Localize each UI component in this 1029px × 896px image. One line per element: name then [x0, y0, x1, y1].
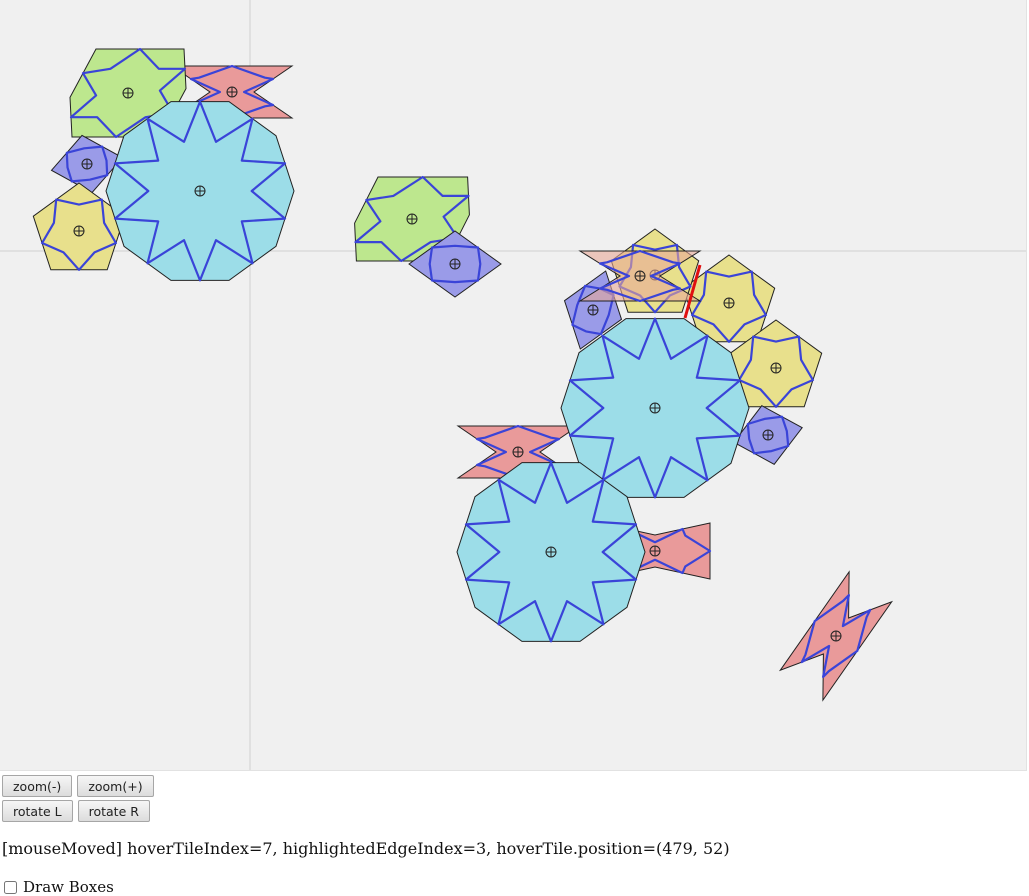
tile-pentagon-motif — [40, 198, 118, 271]
tile-center-marker-icon — [73, 225, 85, 237]
tile-hexagon[interactable] — [354, 175, 470, 263]
zoom-out-button[interactable]: zoom(-) — [2, 775, 73, 797]
tile-hexagon-motif — [354, 175, 470, 263]
tile-rhombus-motif — [746, 415, 790, 455]
draw-boxes-option[interactable]: Draw Boxes — [4, 878, 114, 896]
tile-rhombus-motif — [65, 145, 109, 183]
tile-center-marker-icon — [226, 86, 238, 98]
tile-pentagon[interactable] — [729, 319, 823, 408]
tile-center-marker-icon — [587, 304, 599, 316]
tiling-canvas[interactable] — [0, 0, 1027, 771]
rotate-right-button[interactable]: rotate R — [77, 800, 150, 822]
tile-center-marker-icon — [512, 446, 524, 458]
tile-center-marker-icon — [634, 270, 646, 282]
zoom-in-button[interactable]: zoom(+) — [77, 775, 154, 797]
tile-center-marker-icon — [762, 429, 774, 441]
tile-pentagon-motif — [737, 335, 815, 408]
tile-center-marker-icon — [830, 630, 842, 642]
tile-pentagon[interactable] — [682, 254, 776, 343]
status-line: [mouseMoved] hoverTileIndex=7, highlight… — [2, 839, 730, 858]
tile-decagon[interactable] — [560, 317, 750, 499]
tile-center-marker-icon — [122, 87, 134, 99]
tile-rhombus[interactable] — [408, 230, 502, 298]
tile-hexagon-motif — [69, 47, 187, 139]
tile-bowtie[interactable] — [778, 570, 894, 702]
tile-rhombus[interactable] — [733, 405, 803, 465]
tile-center-marker-icon — [406, 213, 418, 225]
tile-center-marker-icon — [449, 258, 461, 270]
tiling-svg[interactable] — [0, 0, 1026, 770]
tile-decagon-motif — [568, 317, 742, 499]
rotate-button-row: rotate L rotate R — [2, 800, 154, 822]
tile-center-marker-icon — [649, 545, 661, 557]
tile-decagon[interactable] — [456, 461, 646, 643]
highlighted-edge — [683, 264, 702, 319]
tile-center-marker-icon — [770, 362, 782, 374]
tile-center-marker-icon — [723, 297, 735, 309]
tile-center-marker-icon — [194, 185, 206, 197]
zoom-button-row: zoom(-) zoom(+) — [2, 775, 154, 797]
hover-tile-preview-motif — [598, 249, 682, 303]
rotate-left-button[interactable]: rotate L — [2, 800, 73, 822]
tile-center-marker-icon — [649, 402, 661, 414]
draw-boxes-checkbox[interactable] — [4, 880, 17, 894]
tile-decagon-motif — [113, 100, 287, 282]
tile-center-marker-icon — [545, 546, 557, 558]
tile-decagon-motif — [464, 461, 638, 643]
tiles-layer — [32, 47, 894, 702]
hover-tile-preview[interactable] — [578, 249, 702, 303]
tile-rhombus-motif — [428, 244, 482, 284]
draw-boxes-label: Draw Boxes — [23, 878, 114, 896]
controls: zoom(-) zoom(+) rotate L rotate R — [2, 775, 154, 825]
tile-center-marker-icon — [81, 158, 93, 170]
tile-pentagon-motif — [690, 270, 768, 343]
hover-layer — [578, 249, 702, 319]
tile-bowtie-motif — [800, 593, 872, 679]
tile-decagon[interactable] — [105, 100, 295, 282]
